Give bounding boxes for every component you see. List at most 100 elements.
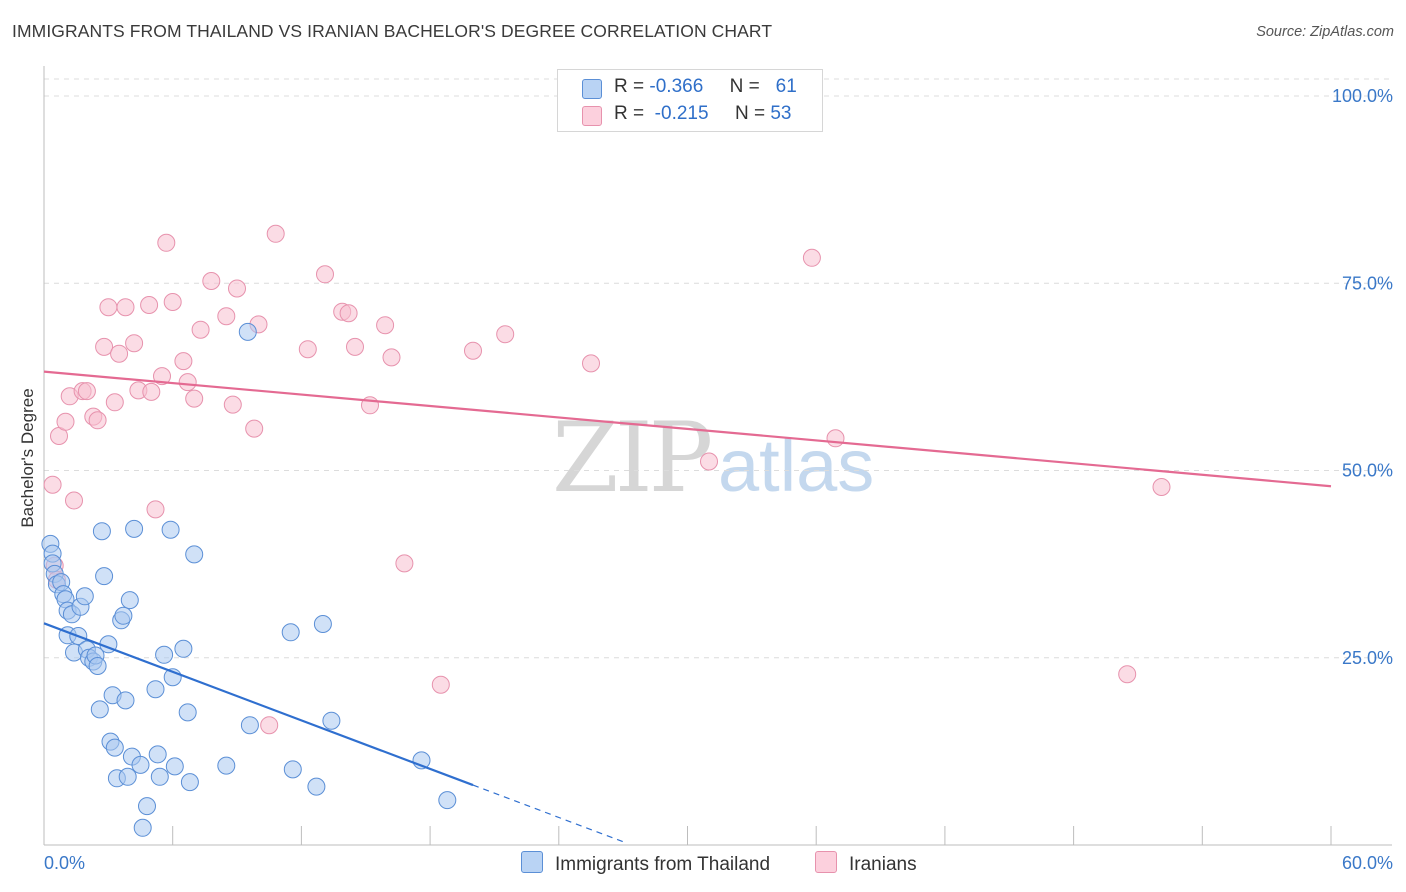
source-credit: Source: ZipAtlas.com: [1256, 24, 1394, 40]
iranians-point: [163, 293, 182, 311]
thailand-point: [180, 773, 199, 792]
thailand-swatch: [582, 79, 602, 99]
iranians-legend-swatch: [815, 851, 837, 873]
thailand-point: [438, 791, 457, 810]
iranians-point: [431, 675, 450, 694]
thailand-point: [90, 700, 109, 719]
iranians-point: [464, 341, 482, 360]
thailand-point: [174, 639, 193, 658]
thailand-point: [120, 591, 139, 610]
r-label: R =: [614, 103, 645, 124]
iranians-point: [1152, 478, 1171, 496]
legend-item-iranians[interactable]: Iranians: [815, 851, 917, 876]
thailand-point: [150, 767, 169, 786]
iranians-point: [174, 352, 193, 371]
thailand-point: [114, 606, 133, 625]
watermark-atlas: atlas: [718, 424, 874, 507]
x-tick-label: 60.0%: [1342, 853, 1393, 873]
trend-lines: [43, 370, 1332, 843]
thailand-point: [313, 615, 332, 633]
watermark: ZIP atlas: [552, 402, 874, 514]
y-axis-label: Bachelor's Degree: [18, 388, 37, 527]
thailand-point: [240, 716, 259, 735]
iranians-legend-label: Iranians: [849, 854, 917, 875]
iranians-point: [202, 272, 221, 290]
iranians-swatch: [582, 106, 602, 126]
iranians-point: [376, 316, 395, 335]
thailand-point: [148, 745, 167, 764]
n-label: N =: [734, 103, 766, 124]
y-tick-label: 75.0%: [1342, 273, 1393, 293]
iranians-point: [77, 382, 96, 401]
iranians-point: [56, 412, 75, 431]
iranians-point: [95, 337, 114, 356]
thailand-point: [165, 757, 184, 776]
tick-labels: 25.0% 50.0% 75.0% 100.0% 0.0% 60.0% Bachelor's…: [18, 86, 1393, 873]
n-value: 61: [775, 76, 797, 97]
iranians-point: [185, 389, 204, 408]
thailand-legend-swatch: [521, 851, 543, 873]
chart-title: IMMIGRANTS FROM THAILAND VS IRANIAN BACH…: [12, 21, 773, 41]
iranians-point: [65, 491, 83, 510]
thailand-point: [138, 797, 156, 816]
iranians-point: [157, 233, 176, 252]
thailand-point: [95, 567, 114, 586]
y-tick-label: 100.0%: [1332, 86, 1393, 106]
legend-item-thailand[interactable]: Immigrants from Thailand: [521, 851, 770, 876]
x-tick-label: 0.0%: [44, 853, 85, 873]
iranians-point: [88, 411, 107, 430]
thailand-point: [92, 522, 111, 541]
iranians-point: [582, 354, 600, 373]
grid: [44, 78, 1392, 659]
iranians-point: [178, 373, 197, 392]
thailand-trend-line: [43, 622, 474, 787]
thailand-point: [133, 818, 152, 837]
iranians-point: [496, 325, 515, 344]
thailand-point: [125, 519, 144, 538]
iranians-point: [146, 500, 165, 519]
iranians-point: [217, 307, 236, 326]
r-label: R =: [614, 76, 645, 97]
thailand-point: [88, 657, 107, 675]
thailand-point: [307, 777, 326, 796]
thailand-point: [161, 520, 180, 539]
thailand-point: [185, 545, 204, 564]
r-value: -0.215: [654, 103, 709, 124]
iranians-point: [1118, 665, 1137, 684]
series-iranians: [43, 224, 1171, 735]
iranians-trend-line: [43, 370, 1332, 488]
thailand-point: [217, 756, 236, 775]
thailand-point: [322, 711, 341, 730]
iranians-point: [140, 296, 159, 314]
iranians-point: [223, 395, 242, 414]
thailand-point: [75, 587, 94, 606]
iranians-point: [99, 298, 118, 317]
thailand-point: [105, 738, 124, 757]
iranians-point: [105, 393, 124, 412]
n-label: N =: [729, 76, 760, 97]
iranians-point: [298, 340, 317, 359]
thailand-point: [178, 703, 197, 722]
iranians-point: [110, 344, 129, 363]
thailand-point: [116, 691, 135, 710]
iranians-point: [43, 475, 62, 494]
y-tick-label: 50.0%: [1342, 461, 1393, 481]
iranians-point: [266, 224, 285, 243]
iranians-point: [228, 279, 246, 298]
n-value: 53: [770, 103, 792, 124]
stats-legend: R = -0.366 N = 61 R = -0.215 N = 53: [557, 69, 823, 132]
iranians-point: [395, 554, 414, 573]
iranians-point: [260, 716, 279, 735]
series-thailand: [41, 322, 457, 837]
y-tick-label: 25.0%: [1342, 648, 1393, 668]
iranians-point: [142, 382, 161, 401]
thailand-point: [238, 322, 257, 341]
iranians-point: [346, 337, 364, 356]
iranians-point: [245, 419, 264, 438]
thailand-point: [155, 645, 174, 664]
iranians-point: [316, 265, 334, 284]
iranians-point: [116, 298, 135, 317]
iranians-point: [153, 367, 171, 386]
iranians-point: [382, 348, 401, 367]
